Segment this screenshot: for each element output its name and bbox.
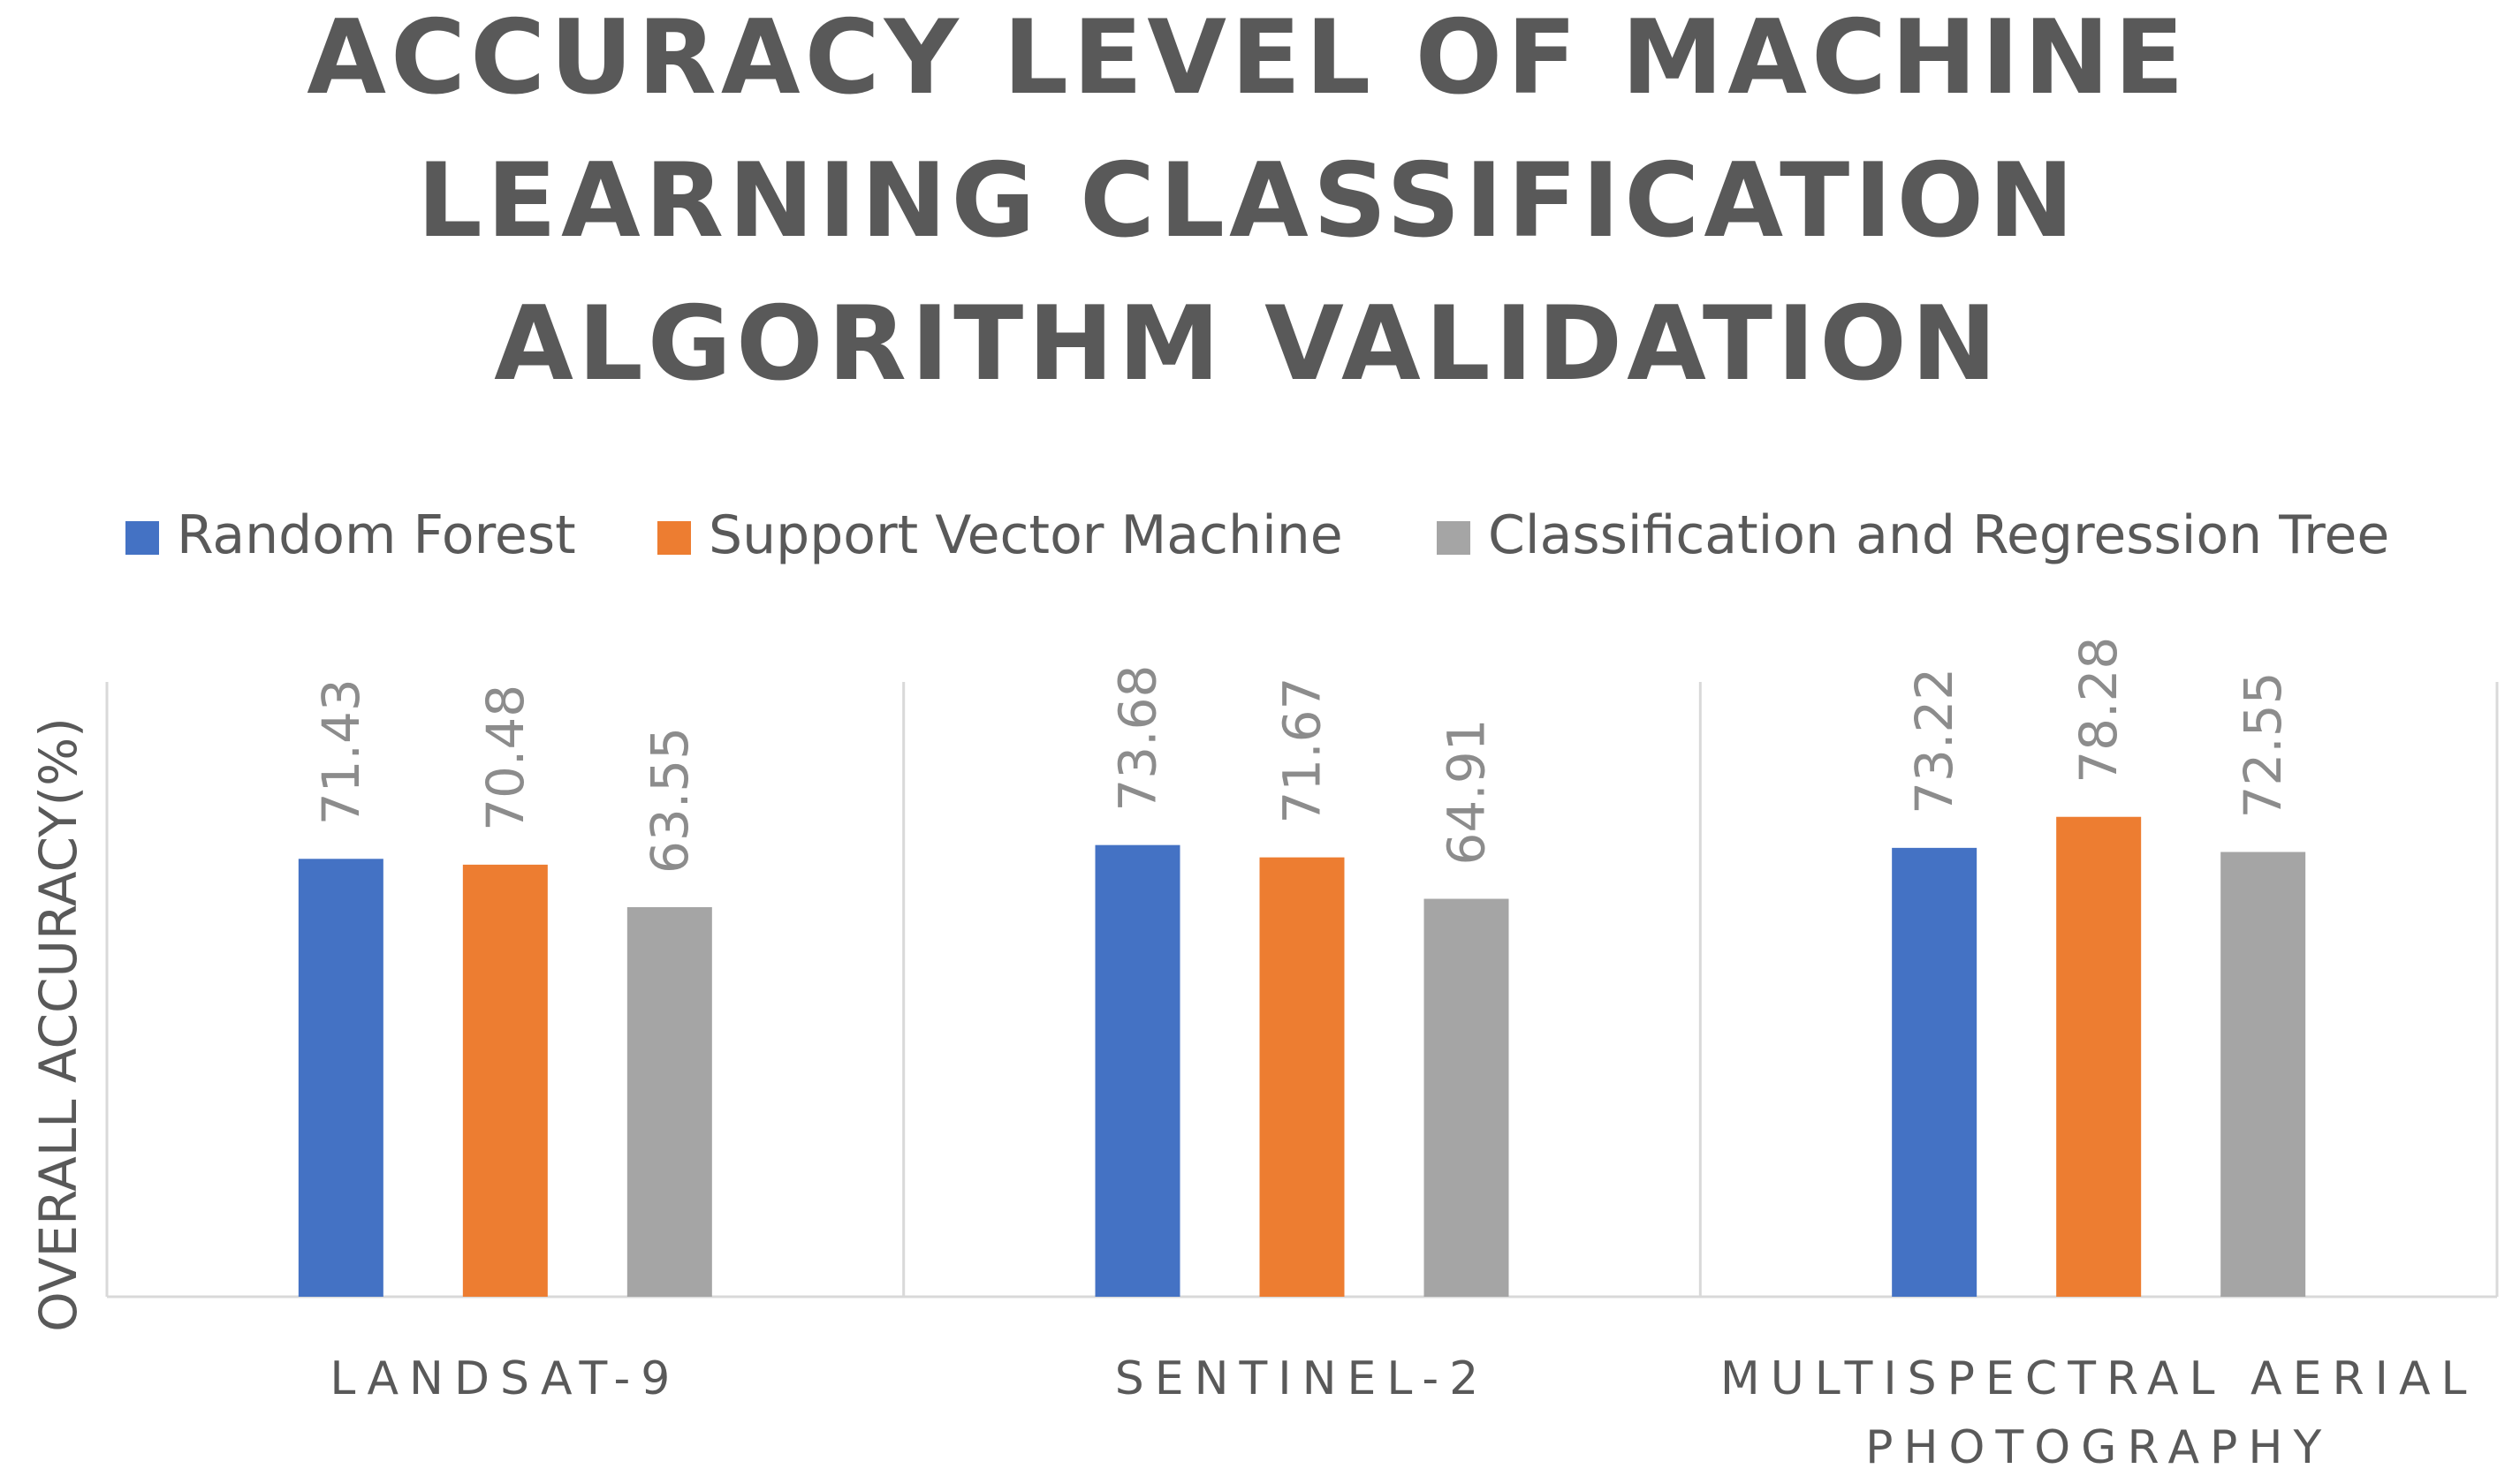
chart-legend: Random Forest Support Vector Machine Class… xyxy=(125,504,2389,566)
category-label: MULTISPECTRAL AERIAL xyxy=(1720,1352,2478,1405)
bar-2-3 xyxy=(2056,816,2142,1297)
data-label-3-1: 63.55 xyxy=(640,727,700,874)
legend-swatch-3 xyxy=(1437,521,1470,555)
y-axis-title-group: OVERALL ACCURACY(%) xyxy=(28,717,88,1332)
legend-label-3: Classification and Regression Tree xyxy=(1488,504,2389,566)
legend-label-2: Support Vector Machine xyxy=(709,504,1343,566)
data-label-3-3: 72.55 xyxy=(2233,671,2293,818)
category-label: PHOTOGRAPHY xyxy=(1865,1421,2332,1474)
bar-1-1 xyxy=(298,859,383,1297)
bar-3-3 xyxy=(2220,852,2306,1297)
data-label-2-2: 71.67 xyxy=(1272,678,1332,824)
bar-1-2 xyxy=(1095,844,1180,1297)
chart-title-line: ACCURACY LEVEL OF MACHINE xyxy=(307,0,2188,117)
data-label-2-3: 78.28 xyxy=(2068,637,2129,784)
legend-swatch-1 xyxy=(125,521,159,555)
bar-2-1 xyxy=(462,864,548,1297)
chart-title-line: ALGORITHM VALIDATION xyxy=(494,284,2001,404)
category-label: LANDSAT-9 xyxy=(330,1352,680,1405)
bar-2-2 xyxy=(1259,857,1345,1297)
data-label-1-2: 73.68 xyxy=(1108,665,1168,812)
bar-3-2 xyxy=(1423,898,1509,1297)
bar-1-3 xyxy=(1892,847,1977,1297)
bar-3-1 xyxy=(626,906,712,1297)
chart-title: ACCURACY LEVEL OF MACHINE LEARNING CLASSI… xyxy=(307,0,2188,404)
data-labels: 71.43 70.48 63.55 73.68 71.67 64.91 73.22 78.28… xyxy=(311,637,2293,874)
legend-label-1: Random Forest xyxy=(177,504,576,566)
data-label-1-3: 73.22 xyxy=(1904,668,1964,814)
chart-title-line: LEARNING CLASSIFICATION xyxy=(417,141,2078,261)
bars xyxy=(298,816,2306,1297)
data-label-1-1: 71.43 xyxy=(311,678,371,825)
y-axis-title: OVERALL ACCURACY(%) xyxy=(28,717,88,1332)
data-label-2-1: 70.48 xyxy=(475,685,535,831)
category-label: SENTINEL-2 xyxy=(1115,1352,1490,1405)
data-label-3-2: 64.91 xyxy=(1437,718,1497,865)
legend-swatch-2 xyxy=(657,521,691,555)
category-axis: LANDSAT-9 SENTINEL-2 MULTISPECTRAL AERIAL P… xyxy=(330,1352,2478,1474)
